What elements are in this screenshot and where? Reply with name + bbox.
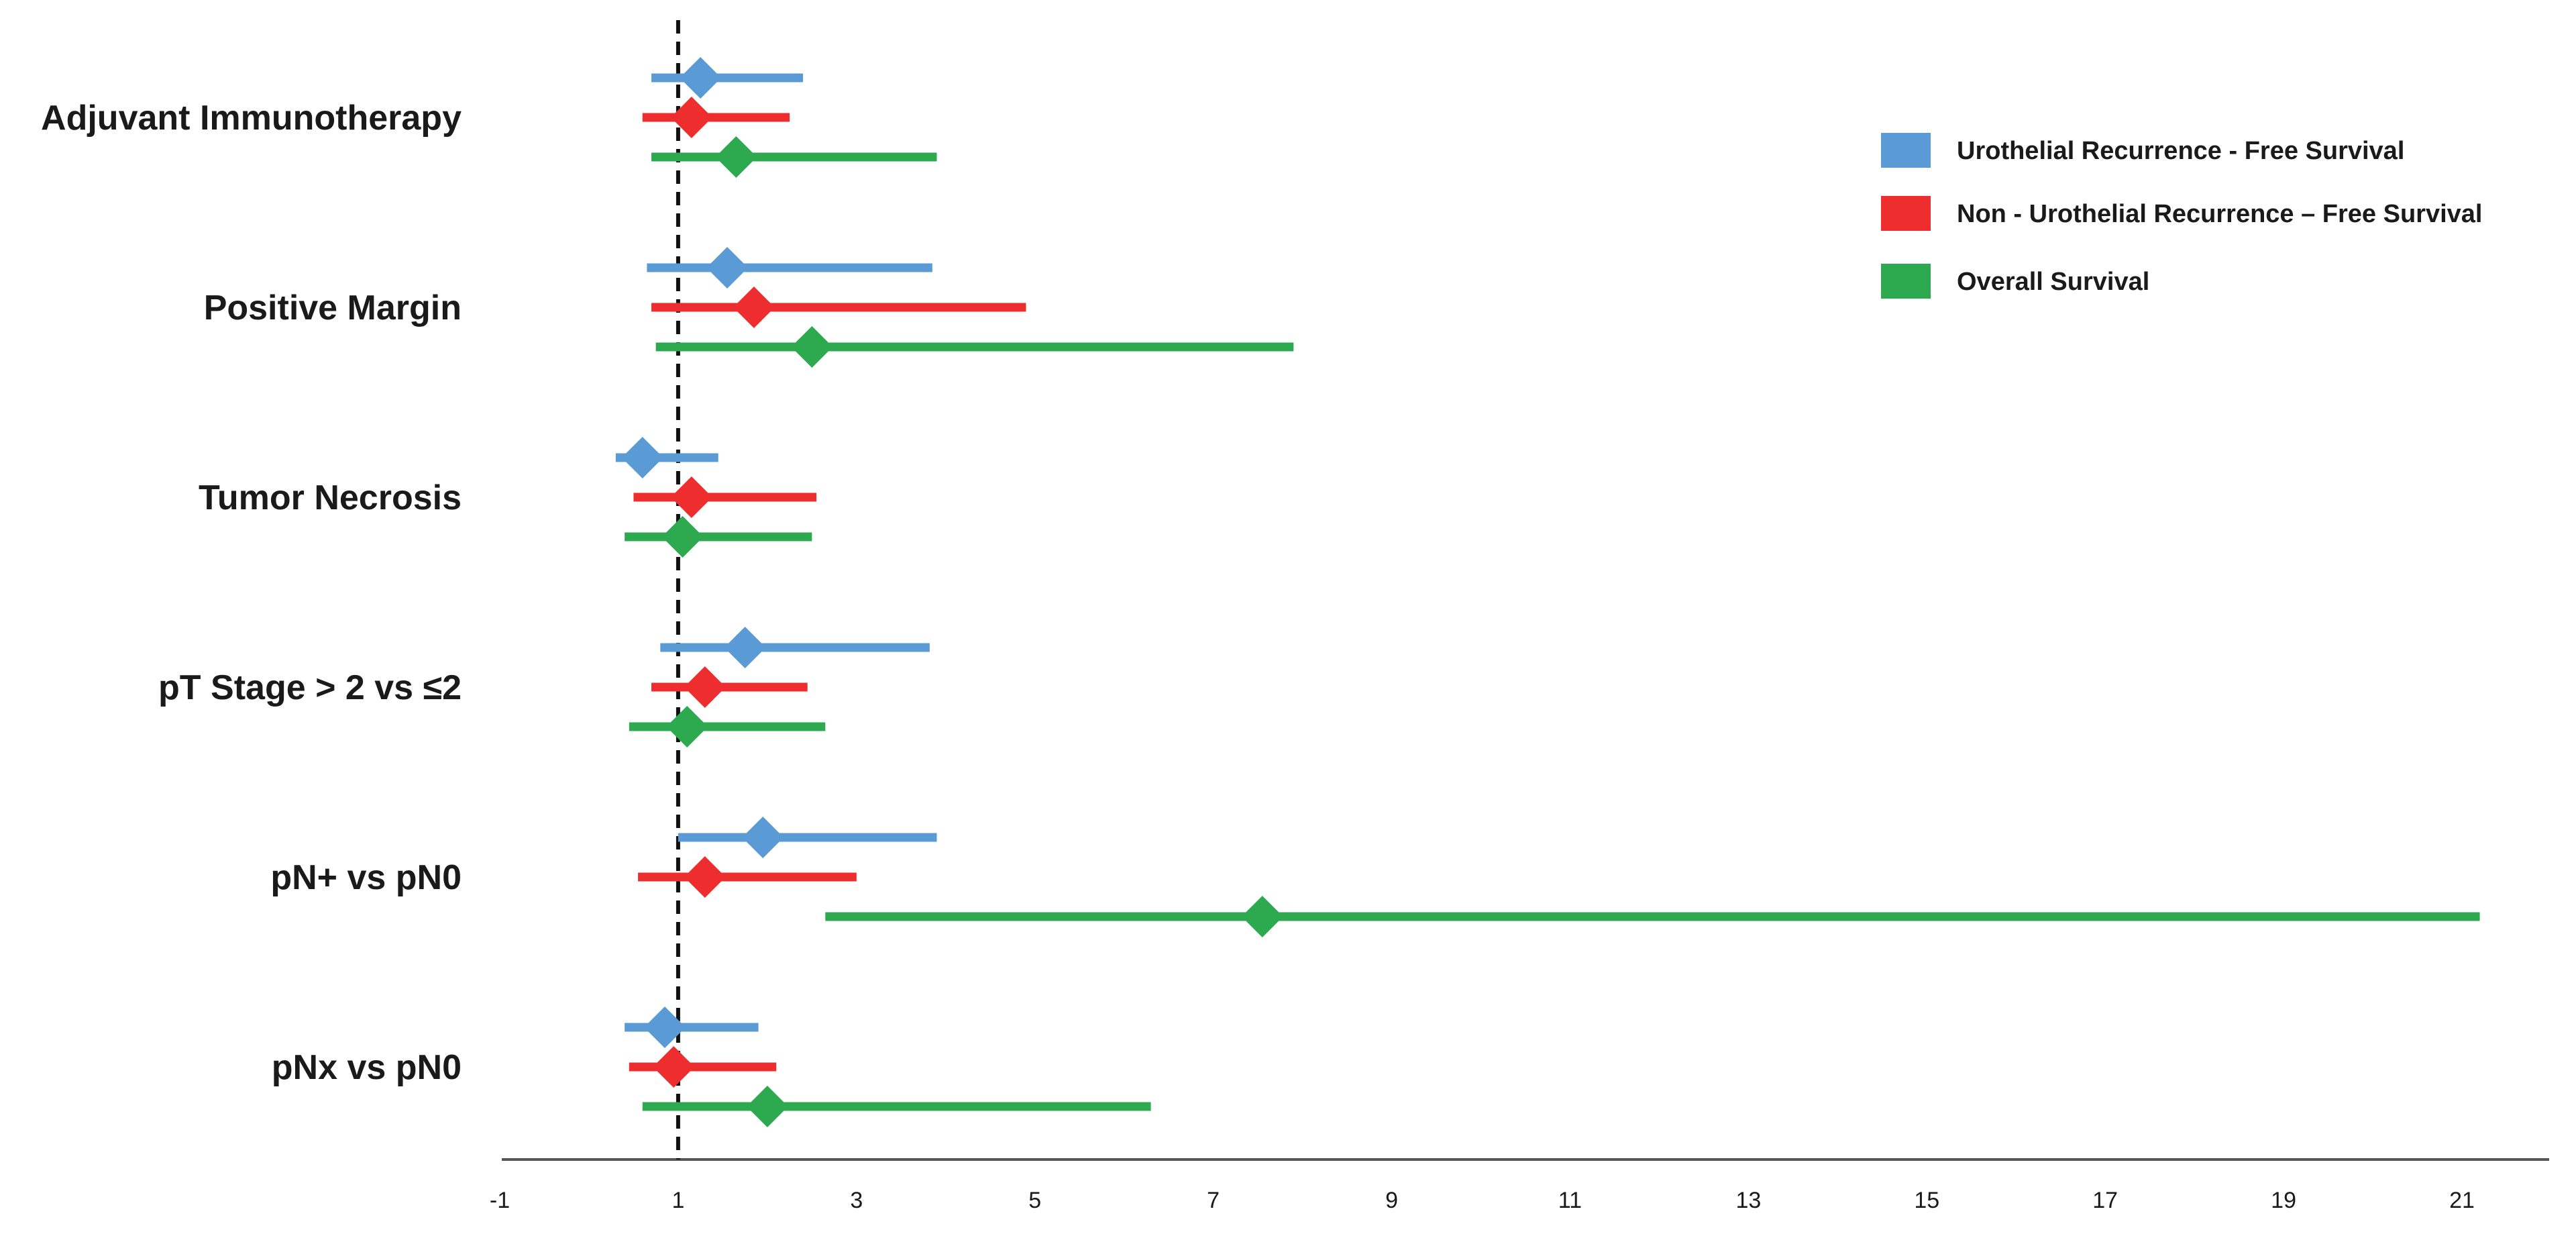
estimate-marker-series2-pt-stage-2-vs-2: [684, 666, 726, 708]
y-tick-labels: Adjuvant Immunotherapy Positive Margin Tum…: [41, 99, 462, 1087]
x-tick-label-15: 15: [1914, 1188, 1939, 1213]
estimate-marker-series2-positive-margin: [733, 287, 775, 328]
y-tick-label-tumor-necrosis: Tumor Necrosis: [199, 478, 462, 517]
x-tick-label-17: 17: [2092, 1188, 2118, 1213]
legend-swatch-series3: [1881, 264, 1931, 299]
estimate-marker-series2-pnx-vs-pn0: [653, 1046, 695, 1088]
estimate-marker-series1-adjuvant-immunotherapy: [680, 57, 722, 99]
estimate-marker-series1-pt-stage-2-vs-2: [724, 627, 766, 668]
estimate-marker-series2-tumor-necrosis: [670, 476, 712, 518]
estimate-marker-series3-adjuvant-immunotherapy: [715, 136, 757, 178]
plot-marks: [615, 57, 2480, 1127]
x-tick-label-13: 13: [1735, 1188, 1761, 1213]
estimate-marker-series2-adjuvant-immunotherapy: [670, 97, 712, 138]
estimate-marker-series1-positive-margin: [706, 247, 749, 289]
x-tick-label-11: 11: [1558, 1188, 1582, 1213]
estimate-marker-series3-positive-margin: [791, 326, 833, 368]
estimate-marker-series3-pn-vs-pn0: [1241, 896, 1283, 937]
y-tick-label-pt-stage-2-vs-2: pT Stage > 2 vs ≤2: [158, 668, 462, 707]
x-tick-label-5: 5: [1028, 1188, 1041, 1213]
legend-swatch-series1: [1881, 133, 1931, 168]
estimate-marker-series3-pt-stage-2-vs-2: [666, 706, 708, 748]
x-tick-label-1: 1: [672, 1188, 684, 1213]
estimate-marker-series2-pn-vs-pn0: [684, 856, 726, 898]
estimate-marker-series3-tumor-necrosis: [661, 516, 704, 558]
x-tick-label-minus-1: -1: [490, 1188, 510, 1213]
x-tick-label-3: 3: [850, 1188, 863, 1213]
legend-label-series3: Overall Survival: [1957, 268, 2149, 296]
estimate-marker-series1-pn-vs-pn0: [742, 817, 784, 858]
y-tick-label-adjuvant-immunotherapy: Adjuvant Immunotherapy: [41, 99, 462, 138]
x-tick-label-19: 19: [2271, 1188, 2296, 1213]
y-tick-label-pn-vs-pn0: pN+ vs pN0: [270, 858, 462, 897]
estimate-marker-series3-pnx-vs-pn0: [746, 1086, 788, 1127]
estimate-marker-series1-tumor-necrosis: [621, 437, 663, 478]
x-tick-label-7: 7: [1207, 1188, 1220, 1213]
legend-label-series2: Non - Urothelial Recurrence – Free Survi…: [1957, 200, 2483, 228]
legend-label-series1: Urothelial Recurrence - Free Survival: [1957, 137, 2404, 165]
y-tick-label-positive-margin: Positive Margin: [204, 289, 462, 327]
x-tick-labels: -1 1 3 5 7 9 11 13 15 17 19 21: [490, 1188, 2475, 1213]
legend: Urothelial Recurrence - Free Survival Non…: [1881, 133, 2483, 299]
x-tick-label-9: 9: [1385, 1188, 1398, 1213]
x-tick-label-21: 21: [2449, 1188, 2475, 1213]
estimate-marker-series1-pnx-vs-pn0: [643, 1007, 686, 1048]
y-tick-label-pnx-vs-pn0: pNx vs pN0: [272, 1048, 462, 1087]
legend-swatch-series2: [1881, 196, 1931, 231]
